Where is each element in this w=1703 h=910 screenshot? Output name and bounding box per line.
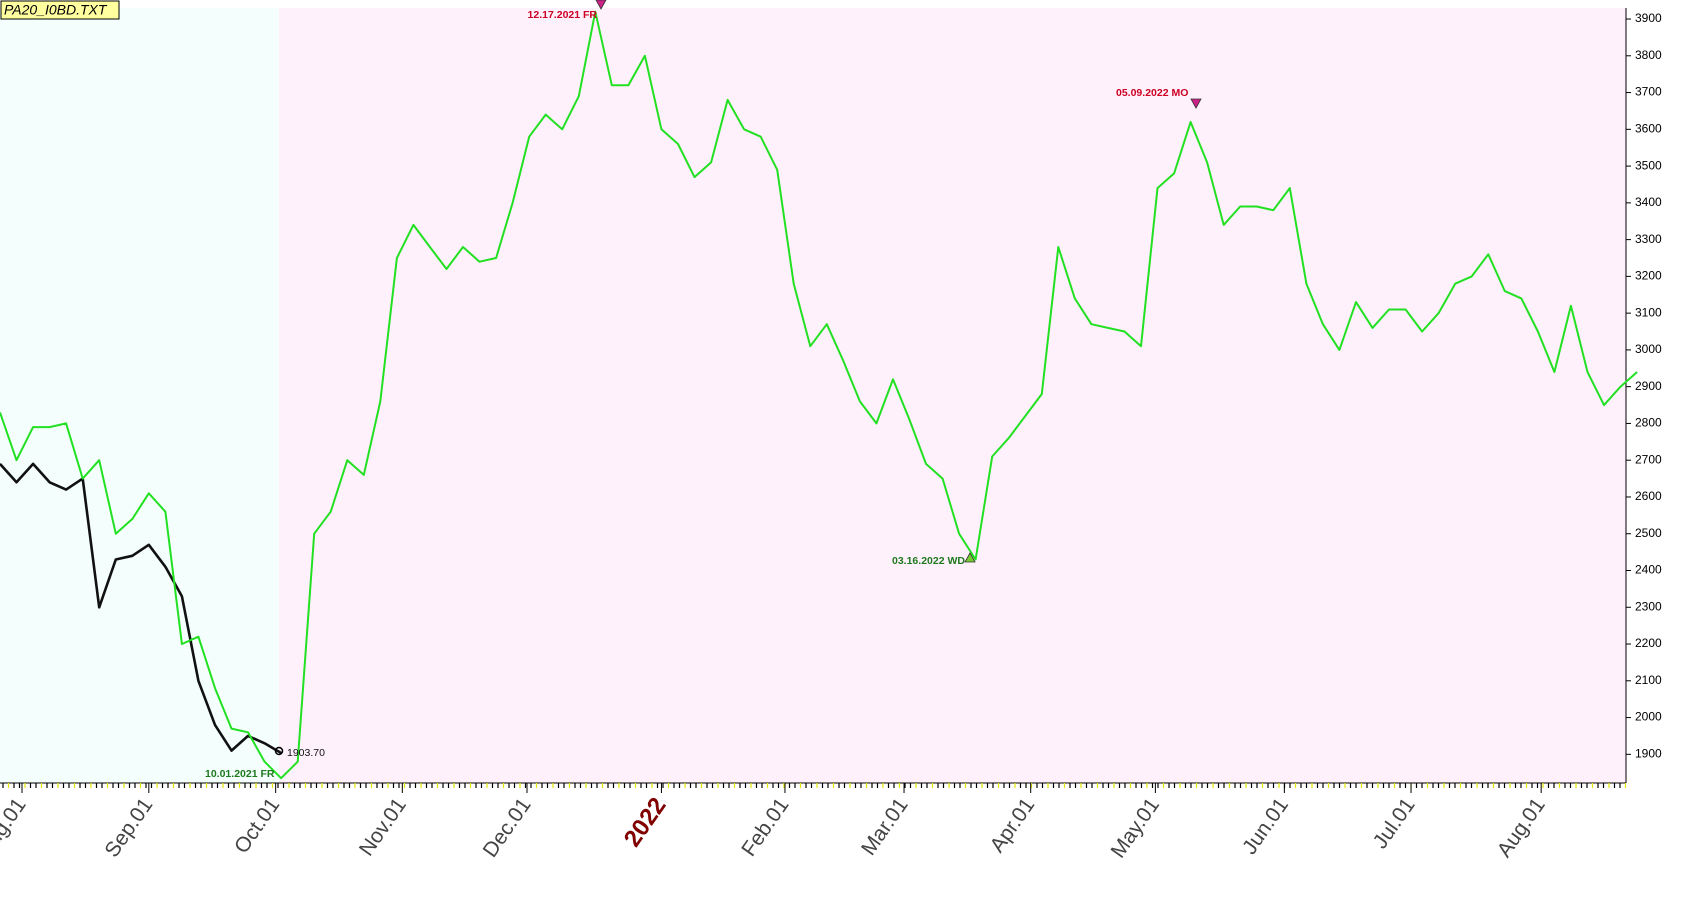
x-tick-label: Sep.01 <box>100 794 157 862</box>
x-tick-label: Jul.01 <box>1369 794 1420 853</box>
x-tick-label: Oct.01 <box>230 794 284 858</box>
y-tick-label: 2000 <box>1635 710 1662 724</box>
y-tick-label: 3100 <box>1635 305 1662 319</box>
y-tick-label: 2700 <box>1635 452 1662 466</box>
x-tick-label: Mar.01 <box>857 794 913 860</box>
x-tick-label: Aug.01 <box>0 794 31 862</box>
chart-title: PA20_I0BD.TXT <box>4 2 108 18</box>
annotation: 05.09.2022 MO <box>1116 87 1188 99</box>
y-tick-label: 2500 <box>1635 526 1662 540</box>
y-tick-label: 2400 <box>1635 563 1662 577</box>
y-tick-label: 3700 <box>1635 85 1662 99</box>
annotation: 12.17.2021 FR <box>528 9 598 21</box>
annotation: 1903.70 <box>287 747 325 759</box>
x-tick-label: Apr.01 <box>986 794 1040 857</box>
y-tick-label: 2800 <box>1635 416 1662 430</box>
marker <box>595 0 607 10</box>
series-line <box>0 462 282 755</box>
y-tick-label: 3400 <box>1635 195 1662 209</box>
y-tick-label: 3500 <box>1635 158 1662 172</box>
annotation: 03.16.2022 WD <box>892 555 965 567</box>
x-tick-label: Aug.01 <box>1493 794 1550 862</box>
y-tick-label: 3600 <box>1635 121 1662 135</box>
y-tick-label: 3800 <box>1635 48 1662 62</box>
x-tick-label: Jun.01 <box>1238 794 1293 859</box>
marker <box>274 746 284 756</box>
y-tick-label: 2600 <box>1635 489 1662 503</box>
y-tick-label: 3300 <box>1635 232 1662 246</box>
series-line <box>0 10 1638 780</box>
background-right <box>279 8 1626 783</box>
y-tick-label: 2100 <box>1635 673 1662 687</box>
y-tick-label: 2300 <box>1635 599 1662 613</box>
y-tick-label: 1900 <box>1635 746 1662 760</box>
x-tick-label: Nov.01 <box>355 794 411 860</box>
background-left <box>0 8 279 783</box>
x-tick-label: 2022 <box>619 793 672 852</box>
y-tick-label: 2200 <box>1635 636 1662 650</box>
marker <box>964 552 976 563</box>
y-tick-label: 3000 <box>1635 342 1662 356</box>
marker <box>1190 98 1202 109</box>
y-tick-label: 2900 <box>1635 379 1662 393</box>
annotation: 10.01.2021 FR <box>205 768 275 780</box>
x-tick-label: Dec.01 <box>479 794 536 862</box>
x-tick-label: May.01 <box>1107 794 1164 862</box>
x-tick-label: Feb.01 <box>737 794 793 861</box>
title-box <box>0 0 120 20</box>
y-tick-label: 3900 <box>1635 11 1662 25</box>
y-tick-label: 3200 <box>1635 269 1662 283</box>
